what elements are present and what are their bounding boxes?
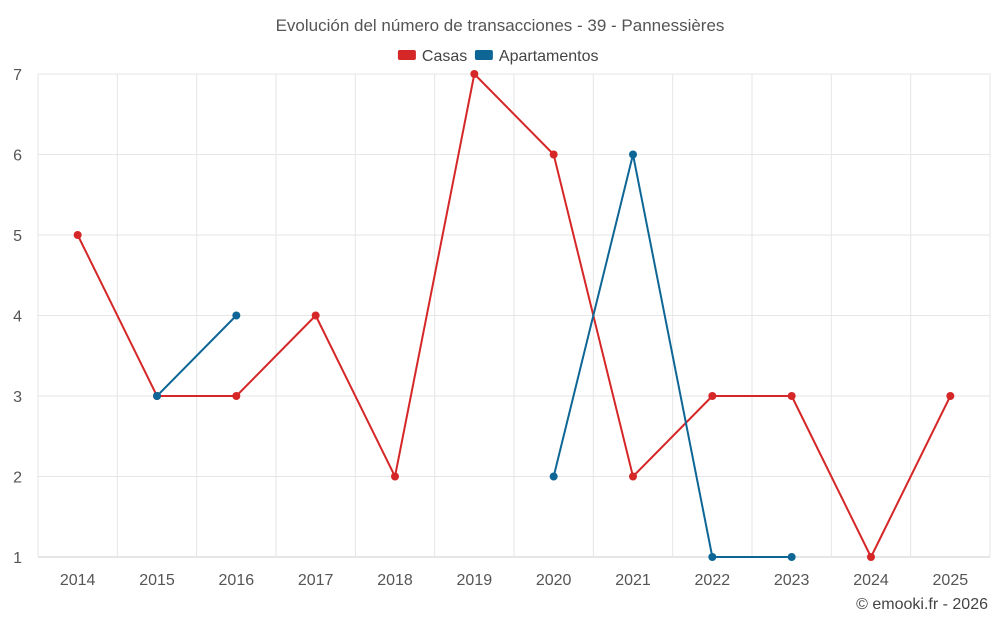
- x-tick-label: 2024: [853, 572, 889, 589]
- legend-label: Casas: [422, 48, 467, 65]
- series-line: [156, 314, 238, 397]
- legend-item-casas[interactable]: Casas: [397, 48, 467, 65]
- x-tick-label: 2019: [457, 572, 493, 589]
- y-tick-label: 6: [13, 148, 22, 165]
- data-point[interactable]: [549, 472, 558, 481]
- data-point[interactable]: [153, 392, 161, 400]
- data-point[interactable]: [946, 392, 955, 400]
- data-point[interactable]: [311, 311, 320, 320]
- x-tick-label: 2025: [933, 572, 969, 589]
- data-point[interactable]: [470, 70, 479, 78]
- legend: Casas Apartamentos: [397, 48, 599, 65]
- data-point[interactable]: [629, 472, 637, 481]
- data-point[interactable]: [549, 150, 558, 159]
- y-tick-label: 1: [13, 550, 22, 567]
- legend-swatch: [474, 50, 493, 60]
- axes: 1 2 3 4 5 6 7 2014 2015 2016 2017 2018 2019 2020 2021 2…: [13, 67, 968, 589]
- series-line: [76, 73, 952, 558]
- x-tick-label: 2017: [298, 572, 334, 589]
- x-tick-label: 2015: [139, 572, 175, 589]
- series-apartamentos: [153, 150, 796, 561]
- x-tick-label: 2016: [219, 572, 255, 589]
- y-tick-label: 5: [13, 228, 22, 245]
- x-tick-label: 2023: [774, 572, 810, 589]
- data-point[interactable]: [708, 553, 717, 561]
- legend-item-apartamentos[interactable]: Apartamentos: [474, 48, 599, 65]
- legend-label: Apartamentos: [499, 48, 599, 65]
- data-point[interactable]: [708, 392, 717, 400]
- chart-title: Evolución del número de transacciones - …: [276, 16, 725, 35]
- x-tick-label: 2021: [615, 572, 651, 589]
- data-point[interactable]: [232, 392, 241, 400]
- data-point[interactable]: [391, 472, 399, 481]
- x-tick-label: 2022: [695, 572, 731, 589]
- data-point[interactable]: [629, 150, 637, 159]
- data-point[interactable]: [232, 311, 241, 320]
- y-tick-label: 4: [13, 309, 22, 326]
- x-tick-label: 2018: [377, 572, 413, 589]
- x-tick-label: 2020: [536, 572, 572, 589]
- credit-text: © emooki.fr - 2026: [856, 596, 988, 613]
- data-point[interactable]: [787, 392, 796, 400]
- data-point[interactable]: [867, 553, 875, 561]
- grid: [37, 73, 991, 558]
- x-tick-label: 2014: [60, 572, 96, 589]
- data-point[interactable]: [787, 553, 796, 561]
- y-tick-label: 7: [13, 67, 22, 84]
- series-group: [73, 70, 955, 561]
- y-tick-label: 2: [13, 470, 22, 487]
- y-tick-label: 3: [13, 389, 22, 406]
- legend-swatch: [397, 50, 416, 60]
- data-point[interactable]: [73, 231, 82, 239]
- series-line: [552, 153, 792, 558]
